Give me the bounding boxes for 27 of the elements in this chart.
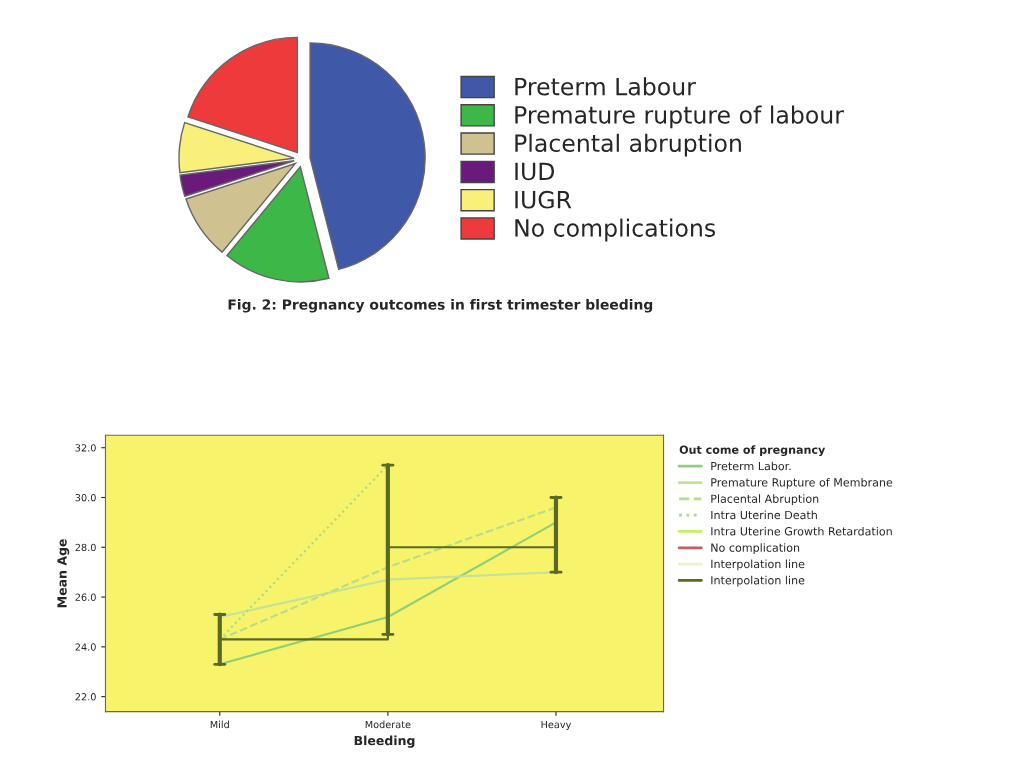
- y-tick-label: 32.0: [75, 444, 96, 452]
- legend-label: Premature Rupture of Membrane: [711, 477, 893, 489]
- x-tick-label: Heavy: [541, 720, 572, 731]
- x-tick-label: Moderate: [365, 720, 411, 729]
- legend-label: IUD: [515, 162, 555, 181]
- x-tick-label: Mild: [210, 720, 229, 729]
- y-axis-title: Mean Age: [57, 539, 70, 608]
- caption: Fig. 2: Pregnancy outcomes in first trimester bleeding: [228, 299, 653, 313]
- y-tick-label: 28.0: [75, 543, 96, 552]
- legend-label: Premature rupture of labour: [515, 105, 844, 129]
- legend-label: IUGR: [515, 190, 572, 209]
- legend-label: Interpolation line: [711, 575, 805, 587]
- legend-label: Preterm Labor.: [711, 461, 791, 471]
- legend-title: Out come of pregnancy: [679, 445, 826, 457]
- legend-label: Preterm Labour: [515, 77, 696, 96]
- legend-label: No complications: [515, 218, 716, 242]
- y-tick-label: 24.0: [75, 643, 96, 651]
- y-tick-label: 26.0: [75, 593, 96, 601]
- legend-label: Intra Uterine Death: [711, 510, 817, 520]
- x-axis-title: Bleeding: [354, 735, 415, 748]
- y-tick-label: 30.0: [75, 493, 96, 502]
- legend-label: Placental abruption: [515, 133, 741, 157]
- legend-label: Interpolation line: [711, 559, 805, 571]
- legend-label: No complication: [711, 543, 800, 554]
- y-tick-label: 22.0: [75, 693, 96, 701]
- legend-label: Placental Abruption: [711, 494, 819, 506]
- legend-label: Intra Uterine Growth Retardation: [711, 526, 892, 536]
